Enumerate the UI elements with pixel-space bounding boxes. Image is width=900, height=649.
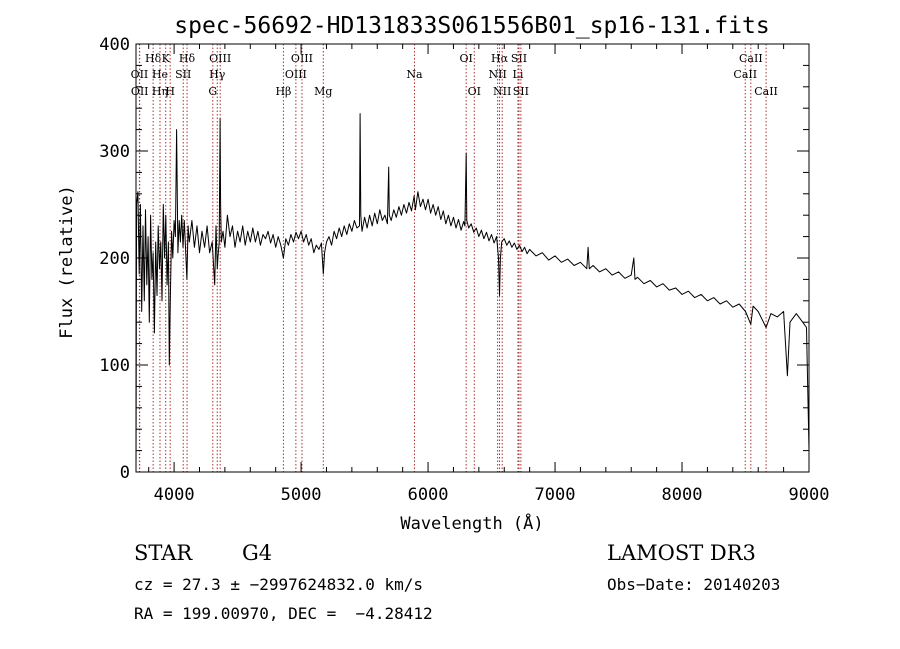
- marker-label: Mg: [314, 85, 332, 98]
- marker-label: OIII: [291, 52, 313, 65]
- marker-label: CaII: [754, 85, 778, 98]
- marker-label: CaII: [733, 68, 757, 81]
- object-subclass: G4: [242, 541, 273, 565]
- marker-label: OI: [459, 52, 472, 65]
- x-tick-label: 5000: [281, 485, 322, 505]
- y-axis: 0 100 200 300 400: [99, 35, 809, 483]
- y-axis-label: Flux (relative): [57, 185, 77, 339]
- marker-label: OII: [131, 68, 149, 81]
- marker-label: NII: [488, 68, 506, 81]
- object-class: STAR: [134, 541, 193, 565]
- marker-label: Hγ: [209, 68, 226, 81]
- marker-label: G: [208, 85, 217, 98]
- x-axis-label: Wavelength (Å): [400, 512, 543, 534]
- plot-frame: [135, 43, 810, 473]
- y-tick-label: 0: [120, 463, 130, 483]
- marker-label: SII: [513, 85, 529, 98]
- marker-label: Hδ: [145, 52, 162, 65]
- y-tick-label: 400: [99, 35, 130, 55]
- marker-label: H: [165, 85, 175, 98]
- marker-label: SII: [511, 52, 527, 65]
- marker-label: Hη: [152, 85, 168, 98]
- y-tick-label: 100: [99, 356, 130, 376]
- marker-label: NII: [493, 85, 511, 98]
- y-tick-label: 200: [99, 249, 130, 269]
- x-tick-label: 8000: [662, 485, 703, 505]
- marker-label: Li: [513, 68, 524, 81]
- survey-label: LAMOST DR3: [607, 541, 756, 565]
- marker-label: OIII: [209, 52, 231, 65]
- marker-label: OII: [131, 85, 149, 98]
- marker-label: Hδ: [179, 52, 196, 65]
- obs-date-text: Obs−Date: 20140203: [607, 575, 781, 594]
- x-tick-label: 6000: [408, 485, 449, 505]
- marker-label: Na: [406, 68, 423, 81]
- redshift-text: cz = 27.3 ± −2997624832.0 km/s: [134, 575, 423, 594]
- x-tick-label: 7000: [535, 485, 576, 505]
- ra-dec-text: RA = 199.00970, DEC = −4.28412: [134, 604, 433, 623]
- y-tick-label: 300: [99, 142, 130, 162]
- x-tick-label: 4000: [154, 485, 195, 505]
- x-tick-label: 9000: [789, 485, 830, 505]
- spectrum-line: [135, 113, 810, 473]
- marker-label: Hα: [491, 52, 509, 65]
- spectrum-series: [135, 113, 810, 473]
- marker-label: OIII: [285, 68, 307, 81]
- marker-label: He: [152, 68, 168, 81]
- x-axis: 4000 5000 6000 7000 8000 9000: [148, 44, 830, 505]
- marker-label: OI: [468, 85, 481, 98]
- chart-title: spec-56692-HD131833S061556B01_sp16-131.f…: [174, 13, 769, 39]
- marker-label: SII: [175, 68, 191, 81]
- marker-label: K: [162, 52, 171, 65]
- marker-label: Hβ: [275, 85, 291, 98]
- marker-label: CaII: [739, 52, 763, 65]
